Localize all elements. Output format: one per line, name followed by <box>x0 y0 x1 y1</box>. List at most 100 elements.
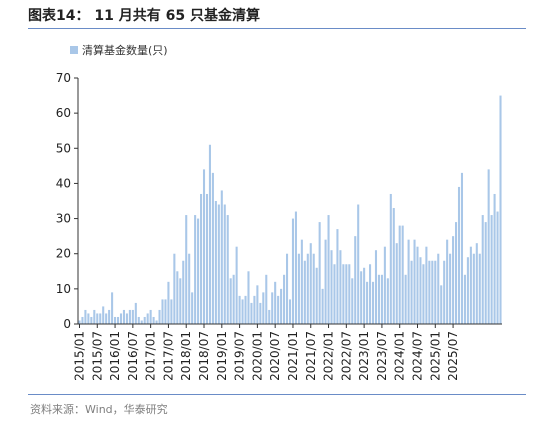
y-tick-label: 50 <box>56 141 71 155</box>
bar <box>419 257 422 324</box>
y-tick-label: 20 <box>56 247 71 261</box>
title-divider <box>28 28 526 29</box>
bar <box>437 253 440 324</box>
bar <box>223 204 226 324</box>
x-tick-label: 2023/01 <box>357 331 371 381</box>
x-tick-label: 2024/01 <box>393 331 407 381</box>
bar <box>383 246 386 324</box>
bar <box>452 236 455 324</box>
bar <box>87 313 90 324</box>
bar <box>297 253 300 324</box>
bar <box>277 295 280 324</box>
bar <box>244 295 247 324</box>
bar <box>410 260 413 324</box>
x-tick-label: 2022/07 <box>339 331 353 381</box>
bar <box>202 169 206 324</box>
y-tick-label: 60 <box>56 106 71 120</box>
bar <box>247 271 250 324</box>
bar <box>449 253 452 324</box>
bar <box>434 260 437 324</box>
bar <box>137 316 140 324</box>
bar <box>158 309 161 324</box>
x-tick-label: 2020/07 <box>268 331 282 381</box>
bar <box>191 292 194 324</box>
x-tick-label: 2021/01 <box>286 331 300 381</box>
bar <box>283 274 286 324</box>
bar <box>496 211 499 324</box>
bar <box>288 299 292 324</box>
bar <box>232 274 235 324</box>
bar <box>443 260 446 324</box>
bar <box>179 278 182 324</box>
source-note: 资料来源：Wind，华泰研究 <box>30 403 168 416</box>
bar <box>312 253 315 324</box>
bar <box>374 250 378 324</box>
bar <box>152 316 155 324</box>
bar <box>303 260 306 324</box>
bar <box>102 306 105 324</box>
bar <box>146 313 149 324</box>
bar <box>330 250 333 324</box>
bar <box>318 222 321 324</box>
bar <box>469 246 472 324</box>
legend: 清算基金数量(只) <box>70 43 168 57</box>
x-tick-label: 2019/07 <box>233 331 247 381</box>
bar <box>250 302 253 324</box>
bar <box>339 250 342 324</box>
bar <box>333 264 336 324</box>
bar <box>466 257 469 324</box>
bar <box>369 264 372 324</box>
bar <box>164 299 167 324</box>
x-tick-label: 2017/01 <box>144 331 158 381</box>
bar <box>259 302 262 324</box>
bar <box>493 193 496 324</box>
bar <box>490 215 493 324</box>
bar <box>345 264 348 324</box>
bar <box>324 239 327 324</box>
x-tick-label: 2015/01 <box>72 331 86 381</box>
x-tick-label: 2021/07 <box>304 331 318 381</box>
y-tick-label: 10 <box>56 282 71 296</box>
x-tick-label: 2018/01 <box>179 331 193 381</box>
bar <box>93 309 96 324</box>
bar <box>167 281 170 324</box>
bar <box>354 236 357 324</box>
x-tick-label: 2019/01 <box>215 331 229 381</box>
bar <box>309 243 312 324</box>
bar <box>241 299 244 324</box>
bar <box>125 313 128 324</box>
bar <box>265 274 268 324</box>
x-tick-label: 2022/01 <box>322 331 336 381</box>
bar <box>422 264 425 324</box>
x-tick-label: 2025/01 <box>428 331 442 381</box>
x-tick-label: 2025/07 <box>446 331 460 381</box>
bar <box>342 264 345 324</box>
bar <box>499 95 502 324</box>
bar <box>194 215 197 324</box>
bar <box>119 313 123 324</box>
bar <box>200 193 203 324</box>
bar <box>380 274 383 324</box>
bar <box>226 215 229 324</box>
bar <box>357 204 360 324</box>
x-axis: 2015/01 2015/07 2016/01 2016/07 2017/01 2017/… <box>72 323 502 381</box>
x-tick-label: 2024/07 <box>410 331 424 381</box>
x-tick-label: 2016/01 <box>108 331 122 381</box>
bar <box>392 208 395 324</box>
bar <box>371 281 375 324</box>
y-tick-label: 30 <box>56 212 71 226</box>
bar <box>182 260 185 324</box>
bar <box>395 243 398 324</box>
bar <box>211 172 214 324</box>
bar <box>348 264 351 324</box>
legend-label: 清算基金数量(只) <box>82 43 168 57</box>
bar <box>220 190 223 324</box>
x-tick-label: 2016/07 <box>126 331 140 381</box>
bar <box>143 316 146 324</box>
bar <box>140 320 143 324</box>
bar <box>327 215 330 324</box>
bar <box>114 316 117 324</box>
bar <box>416 246 419 324</box>
bar <box>446 239 449 324</box>
